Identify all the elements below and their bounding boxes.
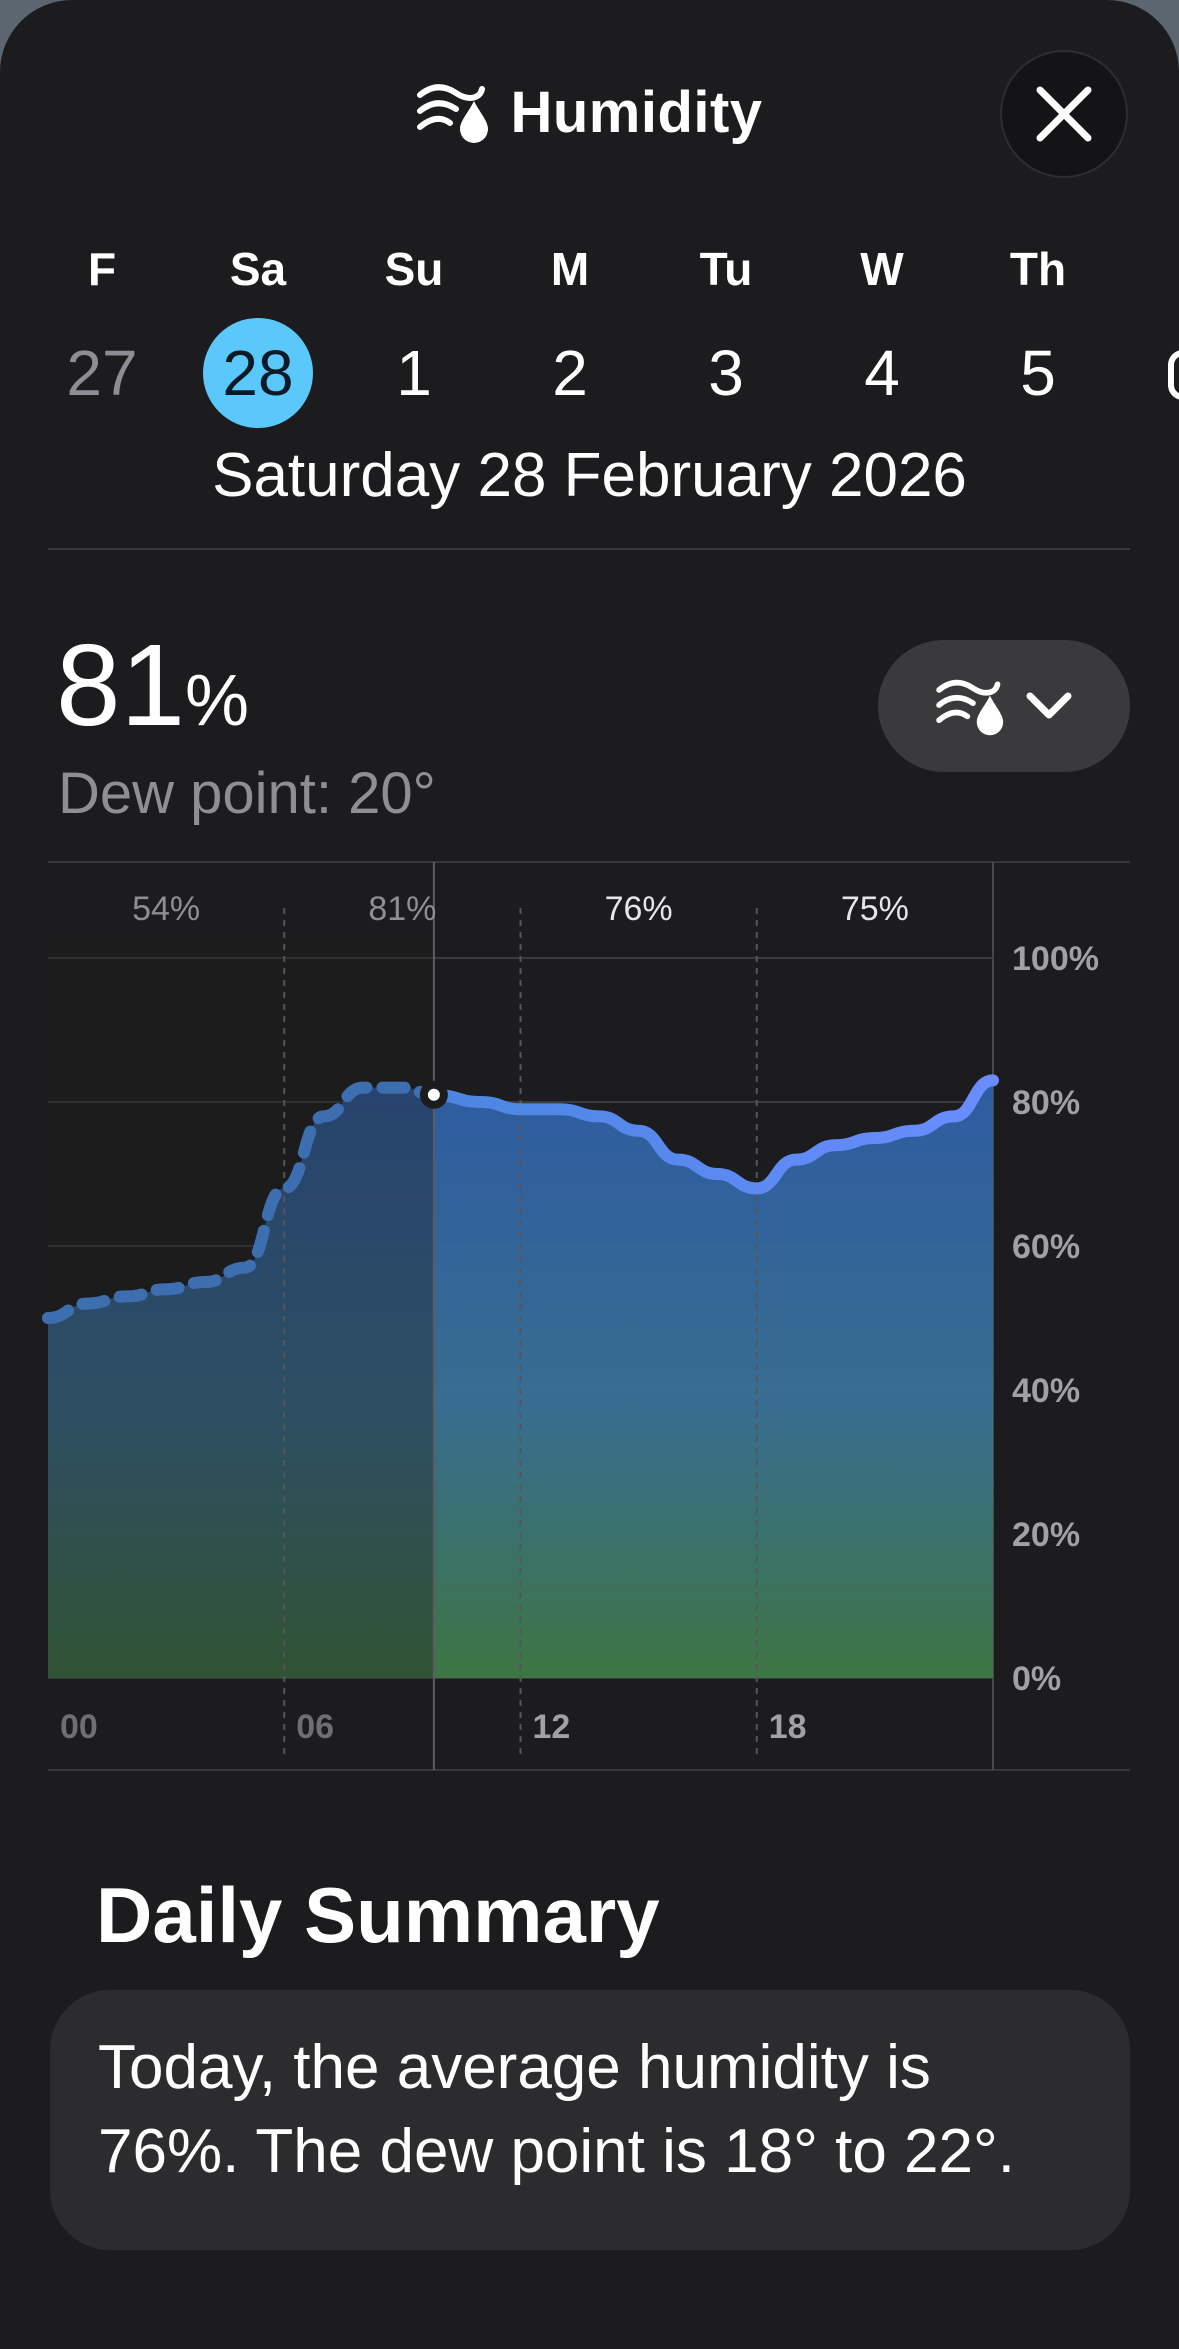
- day-of-week-label: M: [550, 243, 590, 295]
- day-of-week-label: Su: [384, 243, 444, 295]
- page-title: Humidity: [510, 79, 763, 145]
- day-number-button[interactable]: 28: [222, 337, 294, 409]
- period-average-label: 75%: [841, 890, 909, 928]
- day-of-week-label: Tu: [699, 243, 753, 295]
- daily-summary-line-2: 76%. The dew point is 18° to 22°.: [98, 2117, 1016, 2186]
- selected-day-highlight: [203, 318, 313, 428]
- day-number-button[interactable]: 27: [66, 337, 138, 409]
- daily-summary-card: Today, the average humidity is 76%. The …: [50, 1990, 1130, 2250]
- x-tick-label: 00: [60, 1708, 98, 1746]
- close-icon: [1036, 86, 1092, 142]
- day-number-button[interactable]: 2: [552, 337, 588, 409]
- y-tick-label: 80%: [1012, 1084, 1080, 1122]
- day-number-button[interactable]: 5: [1020, 337, 1056, 409]
- metric-picker-button[interactable]: [878, 640, 1130, 772]
- x-tick-label: 18: [769, 1708, 807, 1746]
- period-average-label: 76%: [605, 890, 673, 928]
- header-title: Humidity: [0, 72, 1179, 152]
- next-day-partial: [1168, 350, 1179, 400]
- humidity-line-forecast: [427, 1074, 999, 1195]
- current-humidity-value: 81: [56, 620, 186, 750]
- past-shade: [48, 938, 434, 1678]
- day-of-week-label: Th: [1009, 243, 1067, 295]
- day-of-week-label: F: [87, 243, 117, 295]
- day-number-button[interactable]: 3: [708, 337, 744, 409]
- day-number-button[interactable]: 4: [864, 337, 900, 409]
- daily-summary-line-1: Today, the average humidity is: [98, 2033, 931, 2102]
- current-point-dot: [427, 1088, 440, 1101]
- humidity-wind-drop-icon: [417, 84, 489, 143]
- y-tick-label: 100%: [1012, 940, 1099, 978]
- selected-date-label: Saturday 28 February 2026: [212, 441, 967, 510]
- x-tick-label: 12: [533, 1708, 571, 1746]
- y-tick-label: 20%: [1012, 1516, 1080, 1554]
- chevron-down-icon: [1026, 692, 1072, 719]
- divider: [48, 548, 1130, 550]
- humidity-line-past: [42, 1081, 440, 1324]
- humidity-chart: 100% 80% 60% 40% 20% 0% 54% 81% 76% 75% 00 06 12 18: [42, 861, 1130, 1771]
- daily-summary-title: Daily Summary: [96, 1871, 660, 1959]
- day-number-button[interactable]: 1: [396, 337, 432, 409]
- dew-point-label: Dew point: 20°: [58, 761, 436, 826]
- current-humidity-unit: %: [185, 661, 250, 741]
- y-tick-label: 0%: [1012, 1660, 1061, 1698]
- y-tick-label: 40%: [1012, 1372, 1080, 1410]
- day-of-week-label: Sa: [229, 243, 287, 295]
- period-average-label: 81%: [368, 890, 436, 928]
- period-average-label: 54%: [132, 890, 200, 928]
- day-of-week-label: W: [860, 243, 904, 295]
- current-humidity: 81%: [56, 620, 249, 766]
- x-tick-label: 06: [296, 1708, 334, 1746]
- close-button[interactable]: [1000, 50, 1128, 178]
- humidity-wind-drop-icon: [936, 679, 1004, 736]
- y-tick-label: 60%: [1012, 1228, 1080, 1266]
